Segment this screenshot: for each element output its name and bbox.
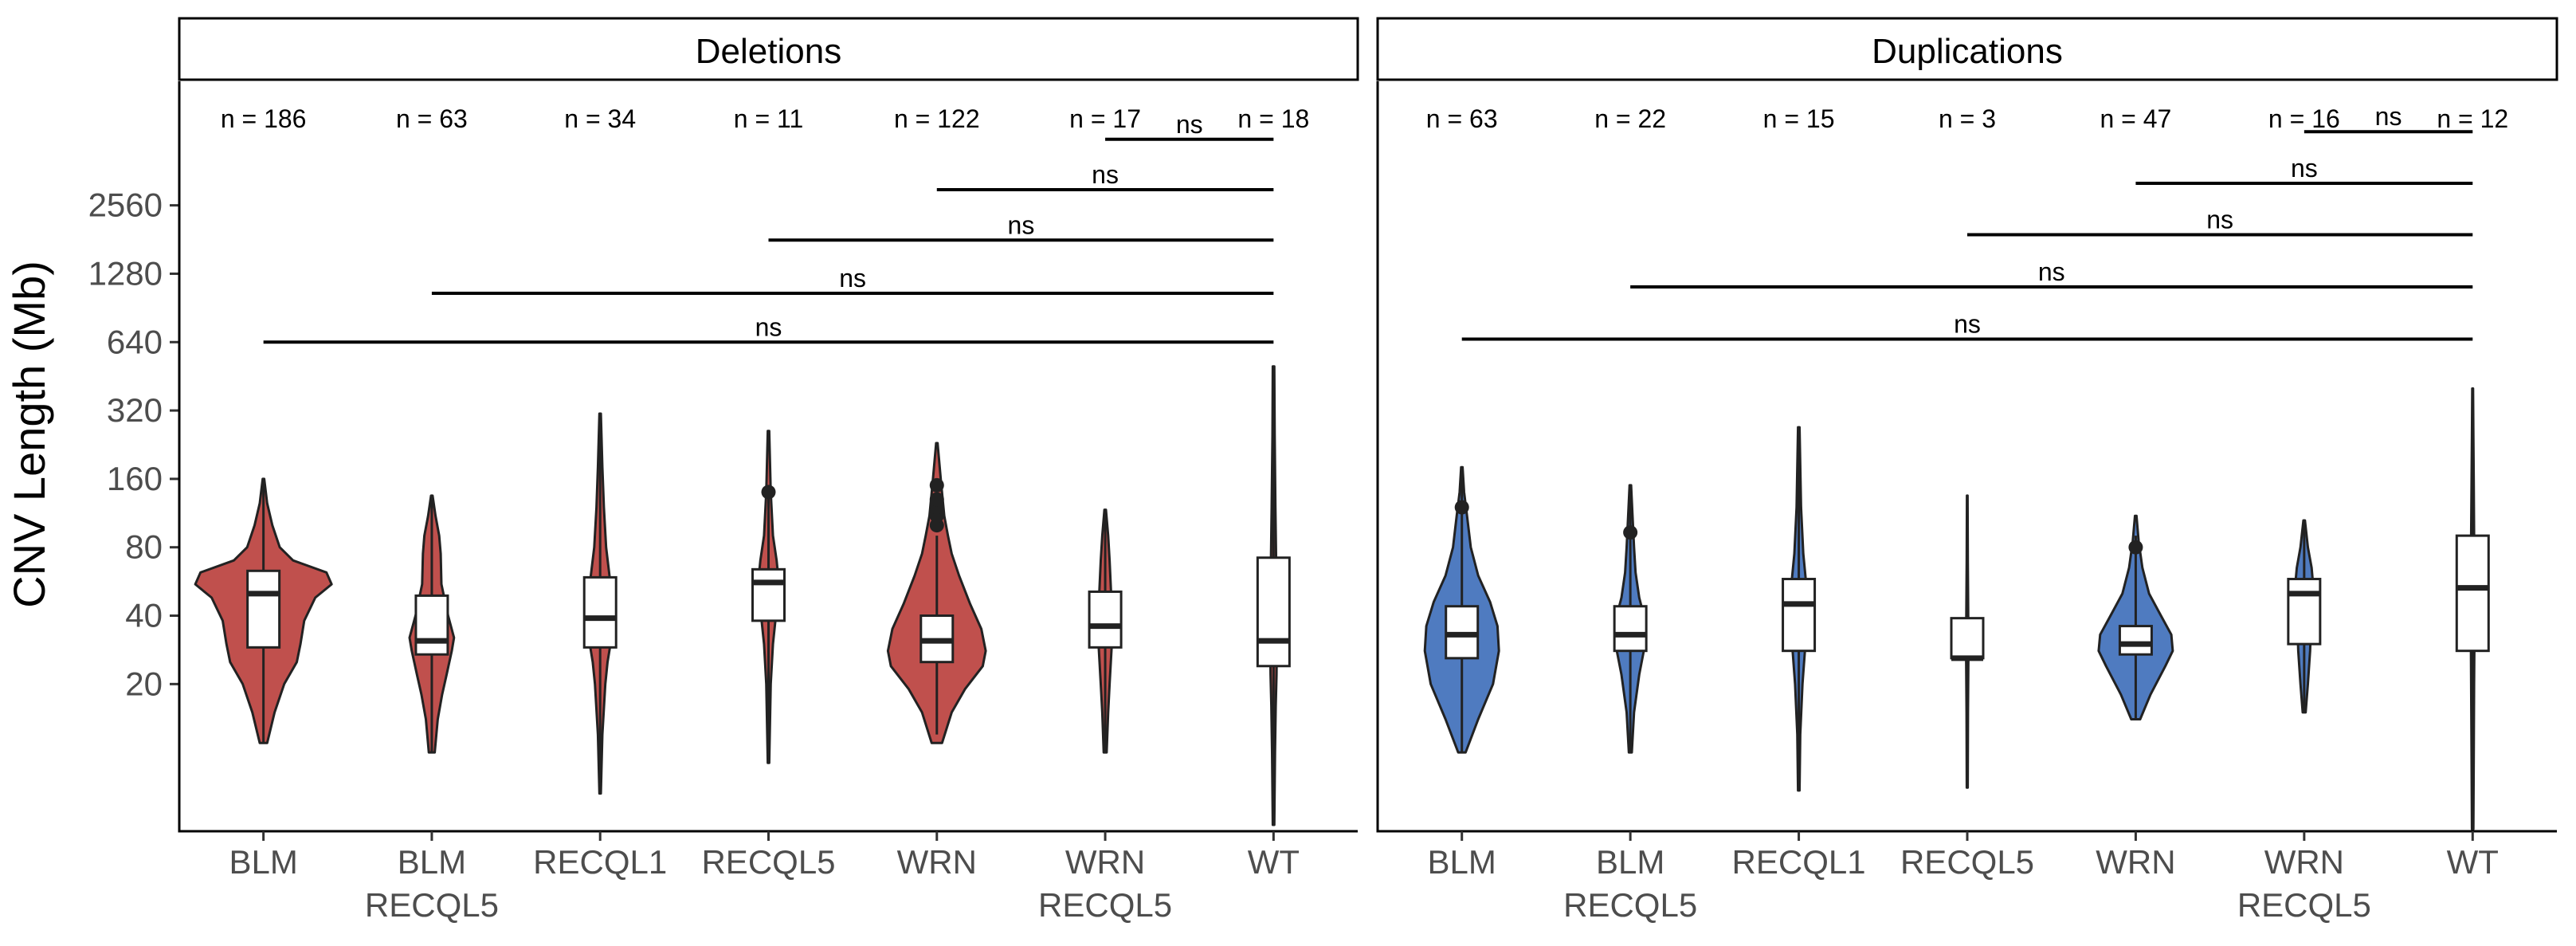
count-label-blm-recql5: n = 22 — [1594, 104, 1666, 133]
count-label-recql1: n = 34 — [564, 104, 636, 133]
count-label-wrn: n = 122 — [894, 104, 980, 133]
x-tick-label-blm-recql5-2: RECQL5 — [365, 886, 499, 924]
y-tick-label-160: 160 — [107, 460, 163, 497]
comparison-label-4: ns — [1092, 160, 1119, 189]
facet-panels: Deletions BLM n = 186 BLM RECQL5 n = 63 RECQL1… — [178, 17, 2558, 924]
y-tick-label-1280: 1280 — [88, 254, 163, 292]
count-label-wrn-recql5: n = 16 — [2268, 104, 2340, 133]
outlier-point-blm-1 — [1454, 500, 1469, 515]
outlier-point-wrn-4 — [929, 492, 944, 507]
y-tick-label-2560: 2560 — [88, 186, 163, 224]
x-tick-label-wt-1: WT — [1248, 843, 1300, 881]
count-label-wt: n = 12 — [2437, 104, 2508, 133]
comparison-label-5: ns — [2375, 102, 2402, 131]
count-label-recql5: n = 3 — [1939, 104, 1996, 133]
outlier-point-recql5-1 — [761, 485, 776, 500]
y-tick-label-640: 640 — [107, 323, 163, 360]
x-tick-label-wrn-1: WRN — [2096, 843, 2175, 881]
facet-strip-deletions — [178, 17, 1359, 81]
count-label-recql5: n = 11 — [734, 104, 803, 133]
box-wrn — [2118, 625, 2153, 656]
x-tick-label-blm-1: BLM — [229, 843, 297, 881]
count-label-blm: n = 63 — [1426, 104, 1498, 133]
count-label-wrn: n = 47 — [2100, 104, 2171, 133]
comparison-label-3: ns — [2206, 206, 2233, 234]
y-axis-title: CNV Length (Mb) — [4, 261, 54, 608]
count-label-recql1: n = 15 — [1763, 104, 1835, 133]
x-tick-label-recql1-1: RECQL1 — [533, 843, 667, 881]
box-blm-recql5 — [1613, 605, 1648, 653]
outlier-point-blm-recql5-1 — [1623, 525, 1638, 540]
comparison-label-1: ns — [1954, 309, 1981, 338]
x-tick-label-recql5-1: RECQL5 — [701, 843, 835, 881]
box-recql1 — [582, 575, 618, 649]
panel-duplications: Duplications BLM n = 63 BLM RECQL5 n = 22 RECQ… — [1376, 17, 2558, 924]
panel-deletions: Deletions BLM n = 186 BLM RECQL5 n = 63 RECQL1… — [178, 17, 1359, 924]
facet-title-deletions: Deletions — [696, 32, 841, 71]
x-tick-label-recql5-1: RECQL5 — [1900, 843, 2034, 881]
box-blm — [246, 569, 281, 649]
facet-title-duplications: Duplications — [1872, 32, 2063, 71]
comparison-label-1: ns — [755, 312, 782, 341]
box-wt — [1256, 556, 1291, 668]
y-tick-label-80: 80 — [125, 528, 163, 566]
box-recql1 — [1782, 578, 1817, 653]
box-wrn-recql5 — [1088, 590, 1123, 649]
y-tick-label-320: 320 — [107, 391, 163, 429]
count-label-blm: n = 186 — [221, 104, 307, 133]
count-label-wt: n = 18 — [1237, 104, 1309, 133]
x-tick-label-blm-1: BLM — [1428, 843, 1496, 881]
comparison-label-5: ns — [1176, 110, 1203, 139]
box-wt — [2455, 534, 2490, 653]
y-tick-group: 20 40 80 160 320 640 1280 2560 — [88, 186, 179, 702]
x-tick-label-wrn-1: WRN — [897, 843, 977, 881]
facet-strip-duplications — [1376, 17, 2558, 81]
outlier-point-wrn-1 — [2128, 540, 2143, 555]
comparison-label-2: ns — [839, 264, 866, 292]
box-recql5 — [751, 567, 786, 622]
outlier-point-wrn-5 — [929, 477, 944, 493]
y-tick-label-20: 20 — [125, 665, 163, 702]
box-blm-recql5 — [414, 594, 449, 656]
x-tick-label-wrn-recql5-1: WRN — [2264, 843, 2344, 881]
box-wrn-recql5 — [2287, 578, 2322, 646]
comparison-label-2: ns — [2038, 257, 2065, 286]
x-tick-label-recql1-1: RECQL1 — [1732, 843, 1866, 881]
count-label-wrn-recql5: n = 17 — [1069, 104, 1141, 133]
x-tick-label-blm-recql5-1: BLM — [1596, 843, 1664, 881]
x-tick-label-blm-recql5-2: RECQL5 — [1563, 886, 1697, 924]
x-tick-label-wt-1: WT — [2447, 843, 2499, 881]
box-recql5 — [1950, 617, 1985, 660]
comparison-label-4: ns — [2291, 154, 2318, 183]
x-tick-label-blm-recql5-1: BLM — [398, 843, 466, 881]
comparison-label-3: ns — [1008, 210, 1035, 239]
count-label-blm-recql5: n = 63 — [396, 104, 468, 133]
y-axis: CNV Length (Mb) 20 40 80 160 320 640 1280 2560 — [4, 186, 179, 702]
x-tick-label-wrn-recql5-2: RECQL5 — [1038, 886, 1172, 924]
x-tick-label-wrn-recql5-1: WRN — [1065, 843, 1145, 881]
x-tick-label-wrn-recql5-2: RECQL5 — [2237, 886, 2371, 924]
y-tick-label-40: 40 — [125, 597, 163, 634]
